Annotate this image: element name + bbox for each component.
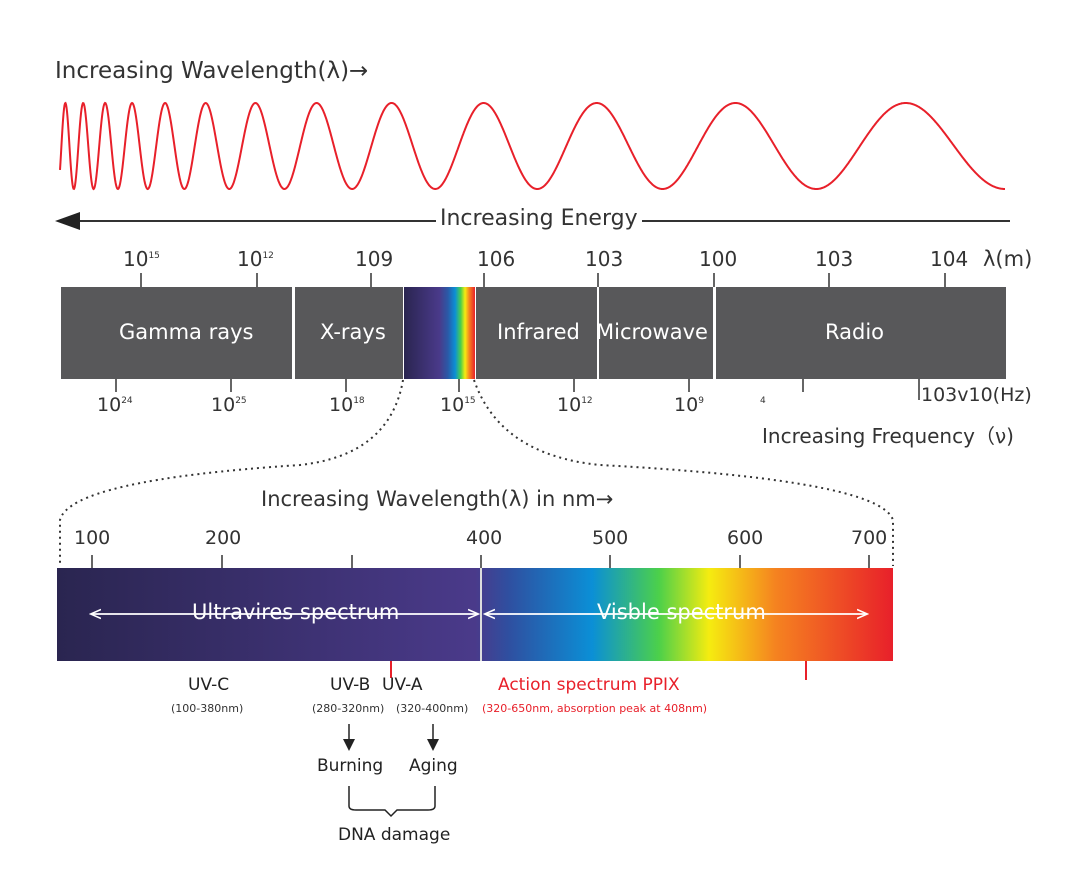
wavelength-tick-label: 106 bbox=[477, 247, 516, 271]
ppix-range: (320-650nm, absorption peak at 408nm) bbox=[482, 702, 708, 715]
ppix-label: Action spectrum PPIX bbox=[498, 675, 680, 695]
uvb-label: UV-B bbox=[330, 675, 371, 695]
band-label-gamma: Gamma rays bbox=[119, 320, 254, 344]
nm-tick-label: 400 bbox=[466, 527, 503, 549]
nm-tick-label: 200 bbox=[205, 527, 242, 549]
nm-title: Increasing Wavelength(λ) in nm→ bbox=[261, 487, 614, 511]
energy-label: Increasing Energy bbox=[436, 206, 642, 231]
frequency-label: Increasing Frequency（ν) bbox=[762, 424, 1014, 448]
frequency-tick-label: 1025 bbox=[211, 394, 247, 416]
visible-spectrum-label: Visble spectrum bbox=[597, 600, 766, 624]
frequency-tick-label: 1018 bbox=[329, 394, 365, 416]
band-infrared bbox=[476, 287, 597, 379]
band-label-microwave: Microwave bbox=[596, 320, 708, 344]
dna-damage-label: DNA damage bbox=[338, 825, 451, 845]
wavelength-tick-label: 1012 bbox=[237, 247, 274, 271]
wavelength-tick-label: 1015 bbox=[123, 247, 160, 271]
band-label-radio: Radio bbox=[825, 320, 885, 344]
uvc-label: UV-C bbox=[188, 675, 230, 695]
aging-label: Aging bbox=[409, 756, 458, 776]
wavelength-tick-label: 100 bbox=[699, 247, 738, 271]
band-radio bbox=[716, 287, 1006, 379]
uva-range: (320-400nm) bbox=[396, 702, 469, 715]
zoom-right-dotted-line bbox=[473, 379, 894, 566]
frequency-tick-label: 1015 bbox=[440, 394, 476, 416]
nm-tick-label: 600 bbox=[727, 527, 764, 549]
brace-icon bbox=[348, 786, 436, 818]
visible-band-small bbox=[404, 287, 475, 379]
frequency-tick-label: 1024 bbox=[97, 394, 133, 416]
burning-label: Burning bbox=[317, 756, 384, 776]
frequency-tick-label: 1012 bbox=[557, 394, 593, 416]
wavelength-tick-label: 104 bbox=[930, 247, 969, 271]
wave-line bbox=[59, 101, 1005, 191]
zoom-left-dotted-line bbox=[59, 379, 404, 566]
band-microwave bbox=[599, 287, 713, 379]
uv-spectrum-label: Ultravires spectrum bbox=[192, 600, 400, 624]
nm-tick-label: 500 bbox=[592, 527, 629, 549]
wavelength-tick-label: 103 bbox=[815, 247, 854, 271]
frequency-tick-label: 109 bbox=[674, 394, 704, 416]
frequency-unit: 103v10(Hz) bbox=[921, 384, 1032, 406]
wavelength-tick-label: 109 bbox=[355, 247, 394, 271]
band-xray bbox=[295, 287, 403, 379]
wavelength-unit: λ(m) bbox=[983, 247, 1033, 271]
top-ticks bbox=[115, 273, 946, 400]
top-title: Increasing Wavelength(λ)→ bbox=[55, 58, 369, 84]
nm-tick-label: 100 bbox=[74, 527, 111, 549]
band-label-infrared: Infrared bbox=[497, 320, 580, 344]
frequency-tick-label: 4 bbox=[760, 396, 766, 406]
wavelength-tick-label: 103 bbox=[585, 247, 624, 271]
uva-label: UV-A bbox=[382, 675, 423, 695]
band-label-xray: X-rays bbox=[320, 320, 386, 344]
uvc-range: (100-380nm) bbox=[171, 702, 244, 715]
energy-arrowhead-icon bbox=[55, 212, 80, 230]
band-gamma bbox=[61, 287, 292, 379]
nm-tick-label: 700 bbox=[851, 527, 888, 549]
uvb-range: (280-320nm) bbox=[312, 702, 385, 715]
